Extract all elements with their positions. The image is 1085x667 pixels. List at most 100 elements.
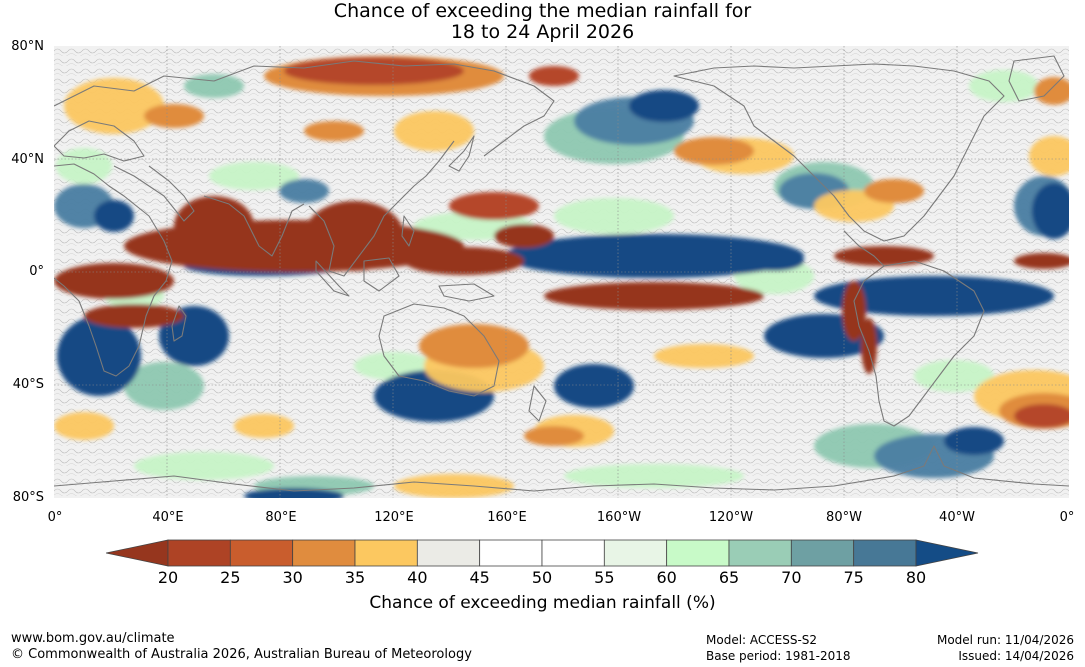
wet-patch xyxy=(564,464,744,488)
dry-core xyxy=(494,224,554,248)
coastline-japan xyxy=(448,135,475,172)
colorbar-segment xyxy=(603,539,668,567)
dry-patch xyxy=(674,137,754,165)
wet-core xyxy=(944,427,1004,455)
map-title-line2: 18 to 24 April 2026 xyxy=(450,21,635,43)
dry-patch xyxy=(449,192,539,220)
lon-label-80e: 80°E xyxy=(265,510,297,525)
colorbar-segment xyxy=(292,539,356,567)
colorbar-segment xyxy=(479,539,543,567)
coastline-india xyxy=(203,195,305,257)
wet-core xyxy=(629,90,699,122)
colorbar-tick-label: 60 xyxy=(656,568,677,587)
dry-patch xyxy=(54,412,114,440)
dry-core xyxy=(1014,253,1069,269)
coastline-central-america xyxy=(843,230,885,267)
dry-core xyxy=(861,318,877,374)
colorbar-tick-label: 25 xyxy=(220,568,241,587)
footer-model-run: Model run: 11/04/2026 xyxy=(936,633,1074,647)
coastline-africa xyxy=(54,163,173,377)
colorbar-tick-label: 45 xyxy=(469,568,490,587)
coastline-greenland xyxy=(1008,55,1065,102)
colorbar-segment xyxy=(790,539,855,567)
colorbar-above-arrow xyxy=(915,539,979,567)
dry-core xyxy=(54,263,174,299)
coastline-arabia xyxy=(113,165,195,222)
footer-base-period: Base period: 1981-2018 xyxy=(706,649,851,663)
coastline-antarctica xyxy=(54,445,1069,492)
wet-patch xyxy=(279,179,329,203)
lon-label-0-left: 0° xyxy=(47,510,63,525)
lon-label-160e: 160°E xyxy=(487,510,527,525)
colorbar-tick-label: 20 xyxy=(157,568,179,587)
wet-patch xyxy=(56,148,112,184)
coastline-sumatra xyxy=(315,260,350,297)
colorbar-segment xyxy=(666,539,730,567)
coastlines xyxy=(54,55,1069,492)
dry-patch xyxy=(284,57,464,85)
colorbar-segment xyxy=(541,539,605,567)
footer-model: Model: ACCESS-S2 xyxy=(706,633,818,647)
colorbar-tick-label: 65 xyxy=(718,568,740,587)
wet-core xyxy=(554,364,634,408)
wet-patch xyxy=(134,452,274,480)
coastline-south-america xyxy=(853,260,985,427)
dry-core xyxy=(404,247,524,275)
wet-core xyxy=(504,234,804,278)
colorbar-segment xyxy=(728,539,792,567)
footer-url[interactable]: www.bom.gov.au/climate xyxy=(11,631,175,646)
wet-patch xyxy=(209,162,299,190)
dry-patch xyxy=(1014,404,1069,428)
colorbar-below-arrow xyxy=(106,539,169,567)
colorbar-tick-label: 40 xyxy=(407,568,428,587)
coastline-philippines xyxy=(401,215,415,247)
wet-core xyxy=(744,251,804,271)
dry-patch xyxy=(234,414,294,438)
footer-copyright: © Commonwealth of Australia 2026, Austra… xyxy=(11,647,472,662)
dry-core xyxy=(544,282,764,310)
coastline-north-america xyxy=(673,63,1005,242)
colorbar-segments xyxy=(167,539,917,567)
coastline-europe xyxy=(54,120,145,162)
lat-label-40n: 40°N xyxy=(11,152,44,167)
coastline-new-guinea xyxy=(438,283,495,302)
wet-core xyxy=(244,488,344,498)
colorbar-label: Chance of exceeding median rainfall (%) xyxy=(369,593,716,613)
anomaly-field xyxy=(54,56,1069,498)
dry-patch xyxy=(529,66,579,86)
lon-label-0-right: 0° xyxy=(1059,510,1075,525)
colorbar-tick-label: 30 xyxy=(282,568,303,587)
lon-label-160w: 160°W xyxy=(596,510,642,525)
coastline-borneo xyxy=(363,257,400,292)
lon-label-40w: 40°W xyxy=(939,510,975,525)
dry-patch xyxy=(394,111,474,151)
dry-patch xyxy=(419,324,529,368)
lat-label-equator: 0° xyxy=(29,264,44,279)
dry-patch xyxy=(654,344,754,368)
lon-label-120w: 120°W xyxy=(708,510,754,525)
dry-core xyxy=(842,281,866,341)
lon-label-120e: 120°E xyxy=(374,510,414,525)
dry-patch xyxy=(304,121,364,141)
colorbar-tick-label: 70 xyxy=(781,568,802,587)
lat-label-40s: 40°S xyxy=(12,377,44,392)
wet-patch xyxy=(554,198,674,234)
colorbar-tick-label: 50 xyxy=(531,568,553,587)
colorbar-segment xyxy=(229,539,294,567)
colorbar-tick-label: 75 xyxy=(843,568,864,587)
footer-issued: Issued: 14/04/2026 xyxy=(958,649,1074,663)
coastline-new-zealand xyxy=(528,385,547,422)
colorbar-segment xyxy=(853,539,917,567)
colorbar-tick-label: 80 xyxy=(905,568,927,587)
colorbar-tick-label: 55 xyxy=(594,568,615,587)
dry-patch xyxy=(64,78,164,134)
map-title-line1: Chance of exceeding the median rainfall … xyxy=(333,0,752,22)
colorbar-segment xyxy=(167,539,231,567)
colorbar-segment xyxy=(354,539,418,567)
dry-patch xyxy=(1029,136,1069,176)
lat-label-80n: 80°N xyxy=(11,39,44,54)
dry-patch xyxy=(1034,77,1069,105)
wet-core xyxy=(1032,183,1069,239)
wet-patch xyxy=(914,360,994,392)
